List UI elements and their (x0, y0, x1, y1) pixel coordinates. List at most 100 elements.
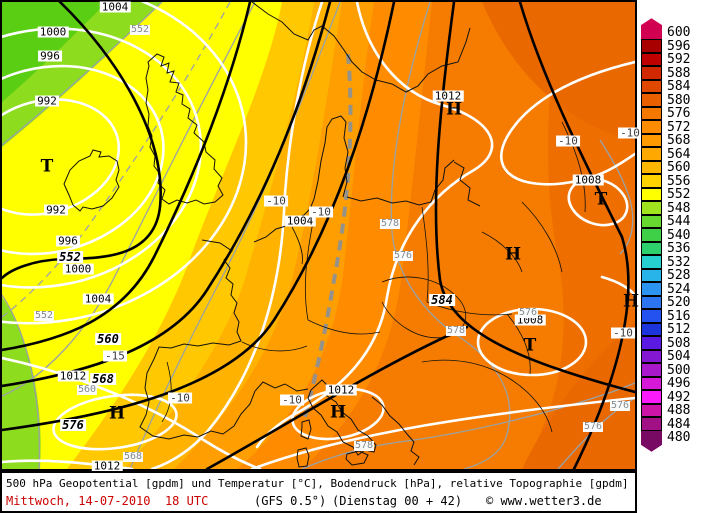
legend-row: 516 (641, 308, 704, 324)
legend-row: 548 (641, 201, 704, 216)
legend-row: 600 (641, 18, 704, 41)
legend-swatch (641, 201, 662, 215)
legend-swatch (641, 295, 662, 309)
caption-date: Mittwoch, 14-07-2010 18 UTC (6, 494, 209, 508)
legend-value: 496 (667, 376, 691, 392)
legend-row: 536 (641, 241, 704, 257)
legend-row: 528 (641, 268, 704, 284)
legend-swatch (641, 39, 662, 53)
legend-value: 544 (667, 214, 691, 230)
legend-value: 492 (667, 389, 691, 405)
legend-swatch (641, 376, 662, 390)
caption-copyright: © www.wetter3.de (486, 494, 602, 508)
legend-value: 508 (667, 335, 691, 351)
legend-row: 492 (641, 389, 704, 405)
legend-swatch (641, 349, 662, 363)
legend-value: 520 (667, 295, 691, 311)
legend-row: 496 (641, 376, 704, 392)
legend-swatch (641, 18, 662, 40)
legend-row: 596 (641, 38, 704, 54)
legend-value: 528 (667, 268, 691, 284)
legend-swatch (641, 390, 662, 404)
legend-value: 588 (667, 65, 691, 81)
legend-value: 596 (667, 38, 691, 54)
retop-contours (2, 2, 635, 469)
legend-value: 592 (667, 52, 691, 68)
legend-value: 504 (667, 349, 691, 365)
legend-value: 576 (667, 106, 691, 122)
legend-swatch (641, 52, 662, 66)
caption-box: 500 hPa Geopotential [gpdm] und Temperat… (0, 471, 637, 513)
legend-value: 572 (667, 119, 691, 135)
legend-swatch (641, 363, 662, 377)
legend-swatch (641, 282, 662, 296)
legend-swatch (641, 417, 662, 431)
legend-value: 500 (667, 362, 691, 378)
legend-row: 568 (641, 133, 704, 149)
legend-row: 508 (641, 335, 704, 351)
legend-swatch (641, 403, 662, 417)
legend-swatch (641, 255, 662, 269)
legend-value: 524 (667, 281, 691, 297)
legend-value: 580 (667, 92, 691, 108)
legend-row: 572 (641, 119, 704, 135)
legend-row: 484 (641, 416, 704, 432)
legend-swatch (641, 106, 662, 120)
legend-value: 488 (667, 403, 691, 419)
legend-swatch (641, 228, 662, 242)
legend-swatch (641, 147, 662, 161)
legend-row: 592 (641, 52, 704, 68)
legend-swatch (641, 66, 662, 80)
legend-row: 556 (641, 173, 704, 189)
legend-swatch (641, 214, 662, 228)
legend-value: 564 (667, 146, 691, 162)
legend-swatch (641, 336, 662, 350)
legend-swatch (641, 79, 662, 93)
legend-swatch (641, 309, 662, 323)
legend-value: 516 (667, 308, 691, 324)
legend-row: 520 (641, 295, 704, 311)
map-frame (0, 0, 637, 471)
legend-row: 532 (641, 254, 704, 270)
legend-row: 480 (641, 430, 704, 452)
legend-row: 512 (641, 322, 704, 338)
legend-swatch (641, 241, 662, 255)
legend-value: 532 (667, 254, 691, 270)
legend-swatch (641, 430, 662, 452)
legend-row: 544 (641, 214, 704, 230)
legend-row: 504 (641, 349, 704, 365)
legend-value: 484 (667, 416, 691, 432)
caption-title: 500 hPa Geopotential [gpdm] und Temperat… (6, 477, 629, 490)
legend-row: 488 (641, 403, 704, 419)
legend-row: 540 (641, 227, 704, 243)
legend-swatch (641, 268, 662, 282)
legend-value: 512 (667, 322, 691, 338)
legend-row: 580 (641, 92, 704, 108)
weather-map (2, 2, 635, 469)
legend-value: 536 (667, 241, 691, 257)
legend-swatch (641, 120, 662, 134)
legend: 600 596 592 588 584 580 576 572 568 564 560 556 552 5… (641, 18, 704, 452)
legend-row: 584 (641, 79, 704, 95)
legend-value: 568 (667, 133, 691, 149)
legend-row: 524 (641, 281, 704, 297)
legend-value: 556 (667, 173, 691, 189)
legend-row: 552 (641, 187, 704, 202)
legend-value: 540 (667, 227, 691, 243)
legend-row: 564 (641, 146, 704, 162)
caption-run: (Dienstag 00 + 42) (332, 494, 463, 508)
legend-swatch (641, 187, 662, 201)
legend-row: 576 (641, 106, 704, 122)
legend-value: 584 (667, 79, 691, 95)
legend-value: 600 (667, 25, 691, 41)
legend-value: 560 (667, 160, 691, 176)
legend-swatch (641, 93, 662, 107)
legend-swatch (641, 160, 662, 174)
legend-value: 480 (667, 430, 691, 446)
legend-row: 500 (641, 362, 704, 378)
legend-row: 588 (641, 65, 704, 81)
isobar-contours (2, 2, 635, 469)
legend-swatch (641, 322, 662, 336)
legend-row: 560 (641, 160, 704, 176)
